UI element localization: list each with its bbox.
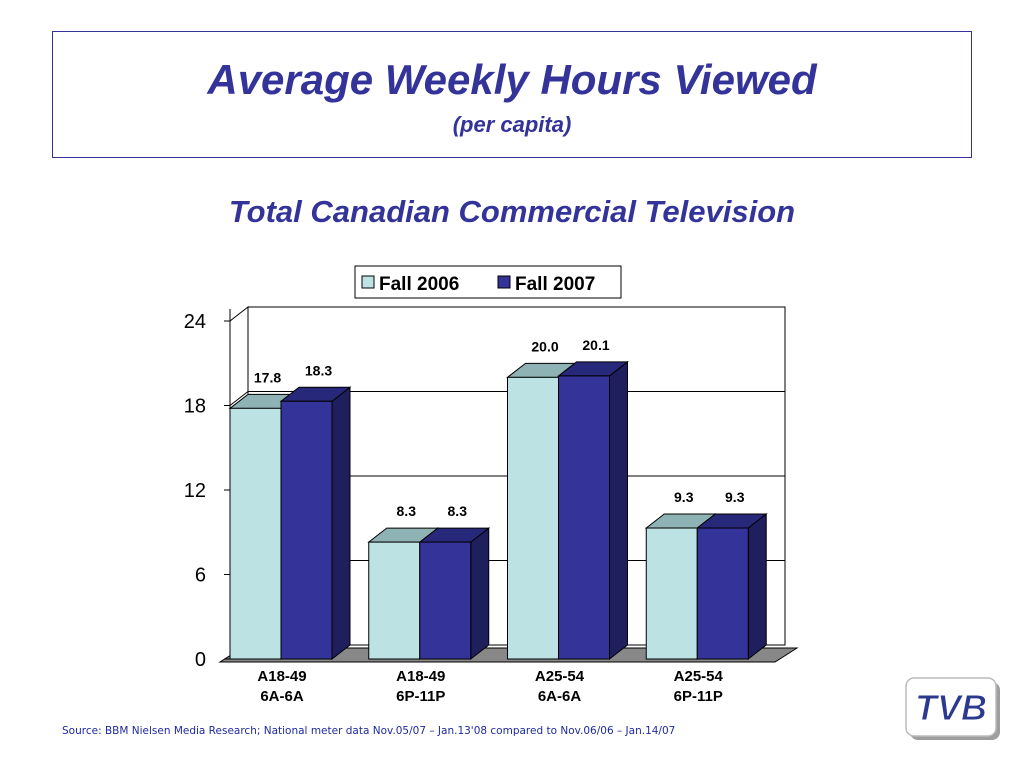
data-label: 18.3 xyxy=(305,362,332,378)
data-label: 20.0 xyxy=(531,338,558,354)
data-label: 8.3 xyxy=(397,503,417,519)
x-tick-label: 6A-6A xyxy=(538,688,582,705)
x-tick-label: 6A-6A xyxy=(260,688,304,705)
bar-side xyxy=(470,527,490,661)
source-note: Source: BBM Nielsen Media Research; Nati… xyxy=(62,725,676,737)
x-tick-label: A25-54 xyxy=(674,668,724,685)
data-label: 17.8 xyxy=(254,369,281,385)
bar-side xyxy=(747,513,767,661)
x-tick-label: A25-54 xyxy=(535,668,585,685)
legend-box xyxy=(354,265,622,299)
bar xyxy=(419,541,472,660)
chart-title: Total Canadian Commercial Television xyxy=(228,194,796,229)
data-label: 20.1 xyxy=(582,337,609,353)
y-tick-label: 6 xyxy=(195,565,206,587)
x-tick-label: A18-49 xyxy=(257,668,306,685)
data-label: 9.3 xyxy=(725,489,745,505)
bar xyxy=(696,527,749,660)
x-tick-label: A18-49 xyxy=(396,668,445,685)
page-title: Average Weekly Hours Viewed xyxy=(207,56,817,103)
bar xyxy=(368,541,421,660)
bar-side xyxy=(331,386,351,661)
y-tick-label: 12 xyxy=(184,480,206,502)
data-label: 9.3 xyxy=(674,489,694,505)
bar xyxy=(507,376,559,660)
tvb-logo-text: TVB xyxy=(915,687,987,728)
legend-swatch xyxy=(361,275,375,289)
bar xyxy=(229,407,282,660)
bar xyxy=(558,375,610,660)
y-tick-label: 24 xyxy=(184,311,206,333)
page-subtitle: (per capita) xyxy=(452,112,572,137)
legend-swatch xyxy=(497,275,511,289)
x-tick-label: 6P-11P xyxy=(674,688,723,705)
y-tick-label: 0 xyxy=(195,649,206,671)
gridline-side xyxy=(229,391,249,406)
tvb-logo: TVB xyxy=(905,677,1000,740)
bar xyxy=(645,527,698,660)
title-box: Average Weekly Hours Viewed (per capita) xyxy=(52,31,972,158)
bar-side xyxy=(609,360,628,661)
data-label: 8.3 xyxy=(448,503,468,519)
y-tick-label: 18 xyxy=(184,396,206,418)
legend-label: Fall 2006 xyxy=(379,274,459,295)
x-tick-label: 6P-11P xyxy=(396,688,445,705)
bar xyxy=(280,400,333,660)
legend-label: Fall 2007 xyxy=(515,274,595,295)
